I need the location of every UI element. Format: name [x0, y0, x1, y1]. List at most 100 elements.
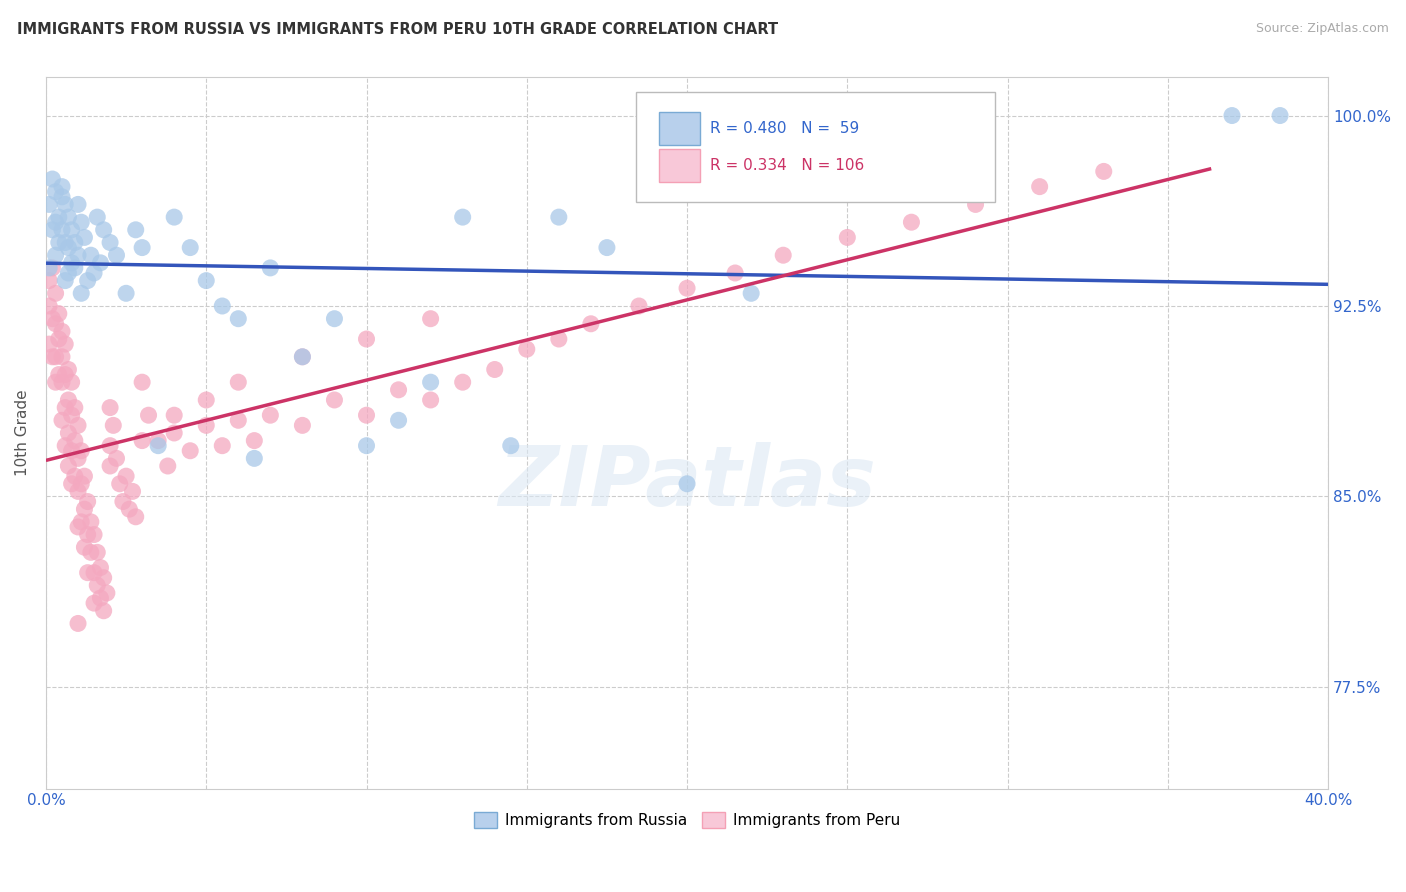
- Point: [38, 299, 60, 313]
- Point: [48, 332, 70, 346]
- Point: [226, 375, 249, 389]
- Point: [547, 332, 569, 346]
- Point: [58, 241, 80, 255]
- Point: [259, 260, 281, 275]
- Point: [63, 469, 86, 483]
- Point: [60, 256, 83, 270]
- Point: [195, 274, 218, 288]
- Point: [740, 286, 762, 301]
- Point: [179, 241, 201, 255]
- Point: [45, 286, 67, 301]
- Point: [83, 566, 105, 580]
- Point: [676, 476, 699, 491]
- Point: [89, 591, 111, 605]
- Point: [53, 439, 76, 453]
- Point: [73, 502, 96, 516]
- Point: [484, 362, 506, 376]
- Point: [98, 439, 121, 453]
- Point: [38, 337, 60, 351]
- Point: [89, 256, 111, 270]
- FancyBboxPatch shape: [636, 92, 995, 202]
- Legend: Immigrants from Russia, Immigrants from Peru: Immigrants from Russia, Immigrants from …: [468, 806, 905, 834]
- Point: [83, 266, 105, 280]
- Point: [53, 401, 76, 415]
- Point: [38, 260, 60, 275]
- Point: [195, 418, 218, 433]
- Point: [58, 362, 80, 376]
- Point: [243, 451, 266, 466]
- Point: [53, 337, 76, 351]
- Point: [48, 210, 70, 224]
- Point: [66, 197, 89, 211]
- Point: [131, 375, 153, 389]
- Point: [51, 375, 73, 389]
- Point: [63, 401, 86, 415]
- Point: [66, 484, 89, 499]
- Point: [80, 545, 103, 559]
- Point: [73, 469, 96, 483]
- Point: [60, 443, 83, 458]
- Text: ZIPatlas: ZIPatlas: [498, 442, 876, 524]
- Point: [98, 401, 121, 415]
- Point: [66, 451, 89, 466]
- Point: [163, 425, 186, 440]
- Point: [45, 185, 67, 199]
- Point: [86, 545, 108, 559]
- Point: [115, 469, 138, 483]
- Point: [837, 230, 859, 244]
- Point: [1092, 164, 1115, 178]
- Point: [356, 408, 378, 422]
- Point: [125, 509, 148, 524]
- Point: [226, 311, 249, 326]
- Point: [195, 392, 218, 407]
- Point: [131, 434, 153, 448]
- Point: [58, 266, 80, 280]
- Point: [70, 515, 93, 529]
- FancyBboxPatch shape: [659, 112, 700, 145]
- Point: [451, 210, 474, 224]
- Point: [211, 439, 233, 453]
- Point: [579, 317, 602, 331]
- Point: [86, 578, 108, 592]
- Point: [48, 307, 70, 321]
- Point: [80, 515, 103, 529]
- Point: [73, 230, 96, 244]
- Point: [965, 197, 987, 211]
- Point: [60, 476, 83, 491]
- Point: [499, 439, 522, 453]
- Point: [93, 223, 115, 237]
- Point: [118, 502, 141, 516]
- Point: [63, 434, 86, 448]
- Point: [80, 248, 103, 262]
- Point: [45, 215, 67, 229]
- Point: [146, 439, 169, 453]
- Point: [291, 418, 314, 433]
- Point: [291, 350, 314, 364]
- Point: [211, 299, 233, 313]
- Point: [41, 172, 63, 186]
- Point: [45, 375, 67, 389]
- Point: [179, 443, 201, 458]
- Point: [38, 197, 60, 211]
- Point: [163, 408, 186, 422]
- Point: [51, 413, 73, 427]
- Point: [76, 494, 98, 508]
- Point: [70, 215, 93, 229]
- Point: [60, 375, 83, 389]
- Point: [48, 235, 70, 250]
- Point: [58, 458, 80, 473]
- Point: [387, 413, 409, 427]
- Point: [419, 311, 441, 326]
- Point: [387, 383, 409, 397]
- Point: [98, 235, 121, 250]
- Point: [676, 281, 699, 295]
- Point: [38, 274, 60, 288]
- Point: [66, 520, 89, 534]
- Point: [356, 332, 378, 346]
- Point: [70, 286, 93, 301]
- Text: IMMIGRANTS FROM RUSSIA VS IMMIGRANTS FROM PERU 10TH GRADE CORRELATION CHART: IMMIGRANTS FROM RUSSIA VS IMMIGRANTS FRO…: [17, 22, 778, 37]
- Point: [63, 235, 86, 250]
- Point: [111, 494, 134, 508]
- Point: [89, 560, 111, 574]
- Point: [76, 527, 98, 541]
